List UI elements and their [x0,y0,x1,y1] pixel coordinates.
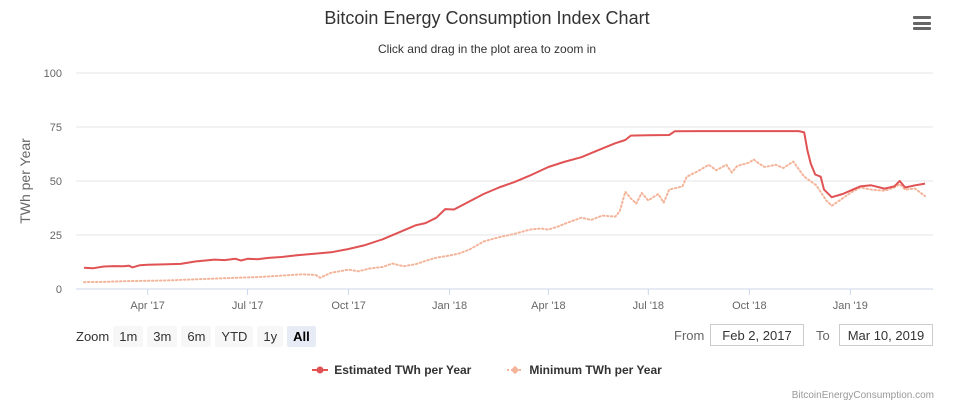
hamburger-menu-icon[interactable] [913,16,931,30]
series-line-estimated [83,130,926,270]
x-tick-label: Oct '17 [331,300,366,312]
series-line-minimum [83,158,926,284]
x-tick-label: Jan '18 [432,300,467,312]
x-tick-label: Apr '17 [130,300,165,312]
legend-item-estimated[interactable]: Estimated TWh per Year [312,363,471,377]
to-label: To [816,328,830,343]
chart-title: Bitcoin Energy Consumption Index Chart [324,8,650,28]
zoom-button-1m[interactable]: 1m [113,326,144,347]
legend-symbol-minimum [507,365,524,375]
x-tick-label: Apr '18 [531,300,566,312]
x-tick-label: Jul '18 [633,300,664,312]
y-tick-label: 0 [56,284,62,296]
zoom-button-ytd[interactable]: YTD [215,326,254,347]
legend-label-minimum: Minimum TWh per Year [529,363,662,377]
zoom-button-6m[interactable]: 6m [181,326,212,347]
y-tick-label: 50 [50,176,62,188]
y-tick-label: 75 [50,122,62,134]
x-axis-labels: Apr '17 Jul '17 Oct '17 Jan '18 Apr '18 Jul '… [130,289,868,312]
x-tick-label: Oct '18 [732,300,767,312]
gridlines [76,72,933,290]
chart-subtitle: Click and drag in the plot area to zoom … [377,42,597,56]
x-tick-label: Jul '17 [232,300,263,312]
zoom-button-all[interactable]: All [287,326,316,347]
from-date-input[interactable]: Feb 2, 2017 [710,324,804,346]
chart-plot[interactable]: 0 25 50 75 100 TWh per Year Apr '17 Jul '17 Oc… [0,0,974,320]
credits-link[interactable]: BitcoinEnergyConsumption.com [791,390,934,401]
y-axis-title: TWh per Year [17,138,33,224]
zoom-button-3m[interactable]: 3m [147,326,178,347]
y-tick-label: 100 [44,68,62,80]
legend: Estimated TWh per Year Minimum TWh per Y… [0,363,974,377]
legend-item-minimum[interactable]: Minimum TWh per Year [507,363,662,377]
zoom-bar: Zoom 1m 3m 6m YTD 1y All [76,326,320,347]
legend-label-estimated: Estimated TWh per Year [334,363,472,377]
zoom-button-1y[interactable]: 1y [257,326,284,347]
legend-symbol-estimated [312,366,329,374]
y-tick-label: 25 [50,230,62,242]
zoom-label: Zoom [76,329,110,344]
x-tick-label: Jan '19 [833,300,868,312]
to-date-input[interactable]: Mar 10, 2019 [839,324,933,346]
from-label: From [674,328,705,343]
y-axis-labels: 0 25 50 75 100 [44,68,62,296]
